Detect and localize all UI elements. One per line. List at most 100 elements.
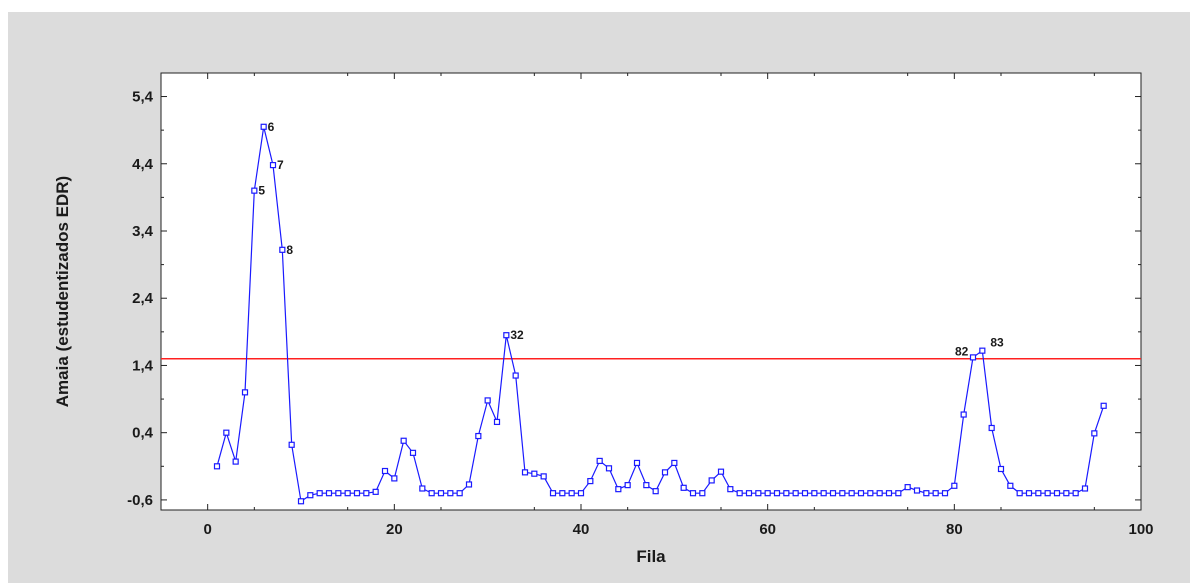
x-tick-label: 40 [573, 521, 590, 538]
data-point [783, 490, 790, 497]
data-point [596, 457, 603, 465]
point-label: 32 [510, 328, 524, 342]
data-point [876, 490, 883, 497]
data-point [279, 246, 286, 253]
x-tick-label: 100 [1128, 521, 1153, 538]
data-point [223, 429, 230, 436]
data-point [512, 372, 519, 379]
data-point [857, 490, 865, 497]
data-point [745, 490, 753, 497]
data-point [615, 486, 622, 493]
data-point [839, 490, 846, 497]
data-point [409, 449, 417, 456]
data-point [381, 467, 389, 475]
data-point [456, 490, 463, 497]
point-label: 6 [268, 120, 275, 134]
data-point [232, 458, 239, 465]
data-point [699, 490, 706, 497]
data-point [792, 490, 799, 497]
data-point [503, 332, 510, 339]
data-point [708, 477, 715, 484]
y-tick-label: 0,4 [132, 425, 154, 442]
data-point [960, 411, 967, 418]
data-point [587, 477, 594, 485]
data-point [353, 490, 361, 497]
x-tick-label: 20 [386, 521, 403, 538]
data-point [1081, 485, 1089, 492]
data-point [904, 484, 911, 491]
data-point [316, 490, 323, 497]
data-point [923, 490, 930, 497]
data-point [269, 162, 277, 169]
data-point [895, 490, 902, 497]
data-point [213, 463, 221, 470]
data-point [391, 475, 398, 482]
data-point [521, 469, 529, 476]
data-point [1072, 490, 1079, 497]
data-point [736, 490, 743, 497]
data-point [764, 490, 771, 497]
data-point [969, 354, 977, 361]
data-point [979, 347, 986, 354]
data-point [1016, 490, 1023, 497]
data-point [848, 490, 855, 497]
data-point [559, 490, 566, 497]
data-point [428, 490, 435, 497]
data-point [801, 490, 809, 497]
data-point [363, 490, 370, 497]
data-point [1091, 430, 1098, 437]
y-tick-label: 4,4 [132, 156, 154, 173]
point-label: 7 [277, 158, 284, 172]
data-point [811, 490, 818, 497]
data-point [493, 418, 501, 426]
data-point [680, 484, 687, 491]
data-point [643, 482, 650, 489]
data-point [447, 490, 454, 497]
data-point [941, 490, 949, 497]
data-point [1044, 490, 1051, 497]
data-point [913, 487, 921, 494]
data-point [652, 488, 659, 495]
plot-area [160, 72, 1142, 511]
data-point [1025, 490, 1033, 497]
point-label: 82 [955, 344, 969, 358]
y-tick-label: -0,6 [127, 492, 153, 509]
y-tick-label: 2,4 [132, 290, 154, 307]
data-point [624, 482, 631, 489]
data-point [671, 459, 678, 467]
data-point [288, 441, 295, 448]
data-point [568, 490, 575, 497]
data-point [465, 481, 473, 488]
data-point [400, 437, 407, 444]
data-point [484, 397, 491, 404]
data-point [372, 488, 379, 495]
x-axis-title: Fila [636, 547, 666, 566]
data-point [1035, 490, 1042, 497]
data-point [820, 490, 827, 497]
data-point [773, 490, 781, 497]
data-point [1063, 490, 1070, 497]
data-point [867, 490, 874, 497]
point-label: 5 [258, 184, 265, 198]
point-label: 8 [286, 243, 293, 257]
y-axis-title: Amaia (estudentizados EDR) [53, 176, 72, 407]
data-point [988, 424, 995, 432]
data-point [307, 492, 314, 499]
data-point [755, 490, 762, 497]
data-point [241, 389, 249, 396]
data-point [531, 470, 538, 477]
data-point [419, 485, 426, 492]
data-point [997, 465, 1005, 473]
point-label: 83 [990, 336, 1004, 350]
data-point [885, 490, 893, 497]
y-tick-label: 3,4 [132, 223, 154, 240]
data-point [1100, 402, 1107, 409]
data-point [344, 490, 351, 497]
data-point [727, 486, 734, 493]
data-point [260, 123, 267, 130]
data-point [633, 459, 641, 467]
data-point [549, 490, 557, 497]
x-tick-label: 0 [203, 521, 211, 538]
data-point [577, 490, 585, 497]
